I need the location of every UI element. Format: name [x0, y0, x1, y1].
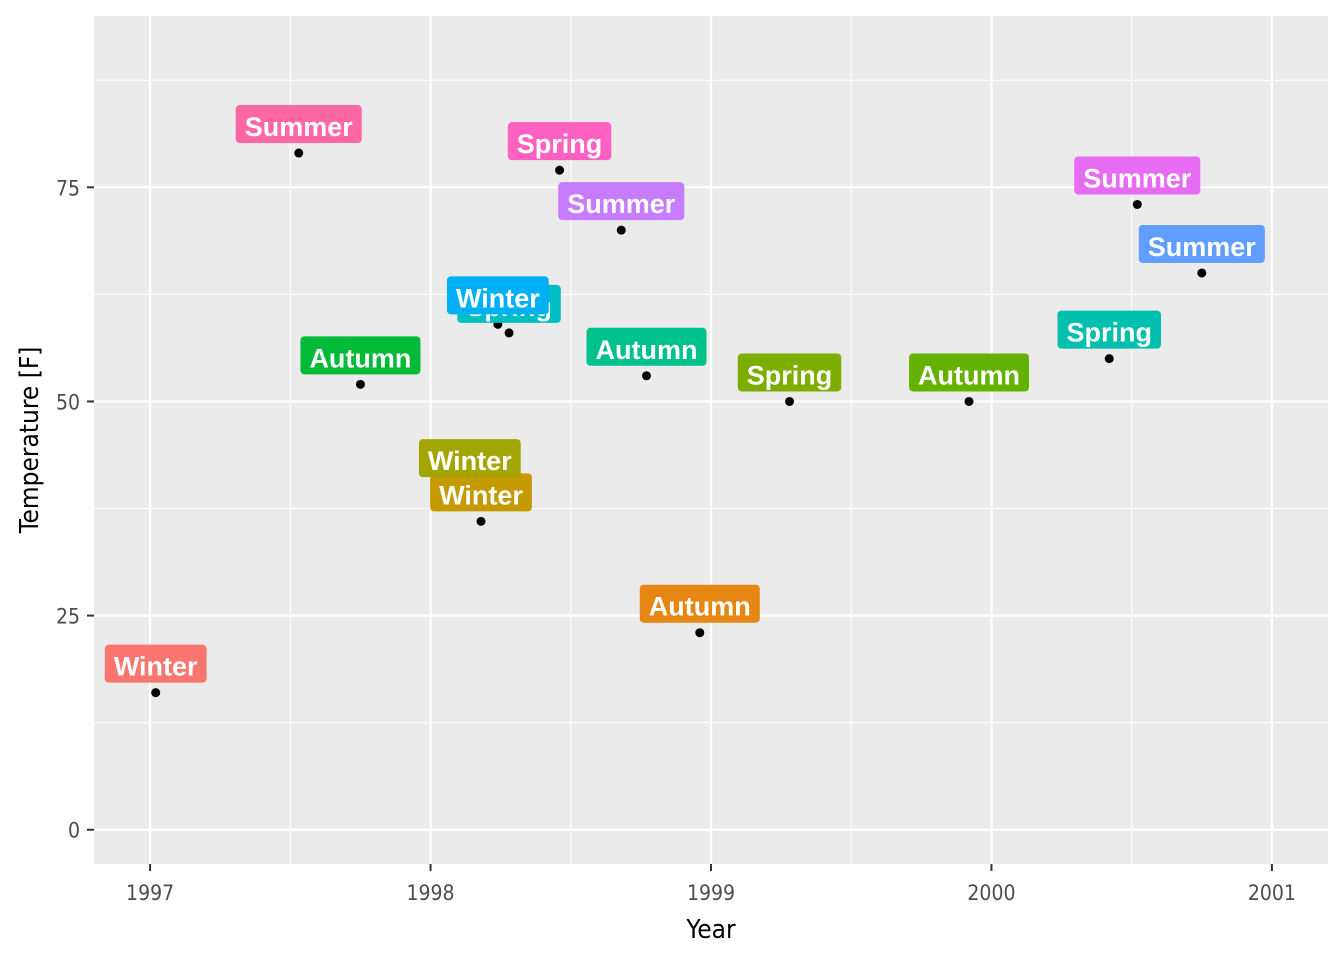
- axis-ticks: 1997 1998 1999 2000 2001 0 25 50 75: [56, 176, 1296, 905]
- data-point: [294, 148, 304, 158]
- label-box: [1138, 224, 1265, 263]
- label-text: Spring: [1066, 318, 1152, 348]
- label-box: [737, 353, 842, 392]
- y-tick-label: 25: [56, 605, 80, 629]
- label-text: Autumn: [649, 592, 751, 622]
- point-label: Winter: [430, 473, 532, 512]
- data-point: [504, 328, 514, 338]
- label-box: [507, 122, 612, 161]
- x-tick-label: 2001: [1248, 881, 1296, 905]
- point-label: Spring: [507, 122, 612, 161]
- y-axis-title: Temperature [F]: [15, 347, 45, 535]
- label-text: Summer: [567, 189, 676, 219]
- label-text: Winter: [114, 652, 198, 682]
- data-point: [476, 516, 486, 526]
- point-label: Autumn: [639, 584, 760, 623]
- data-point: [151, 688, 161, 698]
- data-point: [1104, 354, 1114, 364]
- point-label: Autumn: [586, 327, 707, 366]
- label-text: Summer: [1083, 163, 1192, 193]
- data-point: [555, 165, 565, 175]
- x-tick-label: 2000: [967, 881, 1015, 905]
- point-labels: Winter Summer Autumn Winter Spring Winter Spri…: [104, 105, 1265, 683]
- label-text: Spring: [517, 129, 603, 159]
- label-text: Autumn: [918, 360, 1020, 390]
- x-tick-label: 1999: [687, 881, 735, 905]
- data-point: [695, 628, 705, 638]
- data-point: [355, 379, 365, 389]
- data-point: [616, 225, 626, 235]
- point-label: Autumn: [300, 336, 421, 375]
- label-text: Summer: [245, 112, 354, 142]
- point-label: Summer: [1138, 224, 1265, 263]
- label-box: [446, 276, 549, 315]
- point-label: Winter: [418, 439, 521, 478]
- y-tick-label: 50: [56, 390, 80, 414]
- label-text: Spring: [747, 360, 833, 390]
- point-label: Winter: [104, 644, 207, 683]
- data-point: [785, 396, 795, 406]
- label-text: Winter: [439, 480, 523, 510]
- data-point: [1132, 199, 1142, 209]
- label-box: [300, 336, 421, 375]
- label-text: Autumn: [596, 335, 698, 365]
- label-text: Autumn: [309, 343, 411, 373]
- point-label: Summer: [558, 182, 685, 221]
- point-label: Winter: [446, 276, 549, 315]
- y-tick-label: 0: [68, 819, 80, 843]
- point-label: Summer: [1074, 156, 1201, 195]
- point-label: Summer: [235, 105, 362, 144]
- point-label: Autumn: [909, 353, 1030, 392]
- x-tick-label: 1997: [126, 881, 174, 905]
- label-box: [1057, 310, 1161, 349]
- x-axis-title: Year: [685, 915, 736, 945]
- data-point: [964, 396, 974, 406]
- data-point: [1197, 268, 1207, 278]
- label-box: [586, 327, 707, 366]
- data-points: [151, 148, 1207, 698]
- data-point: [641, 371, 651, 381]
- y-tick-label: 75: [56, 176, 80, 200]
- point-label: Spring: [737, 353, 842, 392]
- label-text: Winter: [456, 283, 540, 313]
- label-box: [558, 182, 685, 221]
- label-box: [909, 353, 1030, 392]
- label-text: Winter: [428, 446, 512, 476]
- label-box: [104, 644, 207, 683]
- label-box: [430, 473, 532, 512]
- label-box: [235, 105, 362, 144]
- label-box: [639, 584, 760, 623]
- label-box: [1074, 156, 1201, 195]
- label-box: [418, 439, 521, 478]
- point-label: Spring: [1057, 310, 1161, 349]
- x-tick-label: 1998: [407, 881, 455, 905]
- label-text: Summer: [1148, 232, 1257, 262]
